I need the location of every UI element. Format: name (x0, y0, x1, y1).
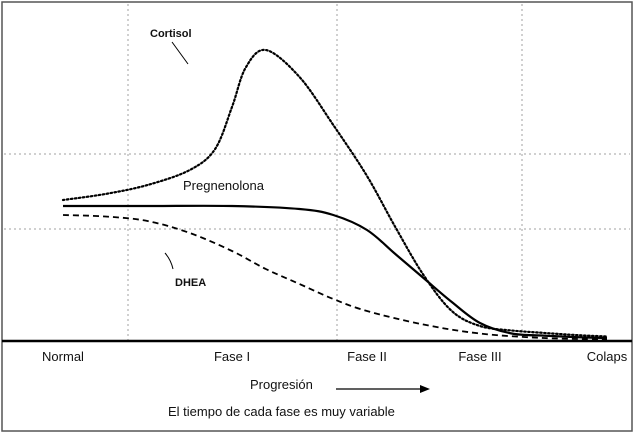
series-label-cortisol: Cortisol (150, 28, 192, 40)
series-line-cortisol (61, 48, 609, 338)
x-tick-labels: Normal Fase I Fase II Fase III Colaps (42, 349, 628, 364)
series-label-pregnenolona: Pregnenolona (183, 178, 265, 193)
dhea-leader-line (164, 252, 174, 270)
x-tick-label: Colaps (587, 349, 628, 364)
series-line-dhea (62, 214, 608, 341)
x-axis-title: Progresión (250, 377, 313, 392)
series-group (61, 48, 609, 341)
x-tick-label: Fase I (214, 349, 250, 364)
x-tick-label: Normal (42, 349, 84, 364)
x-tick-label: Fase III (458, 349, 501, 364)
cortisol-leader-line (171, 41, 189, 65)
x-tick-label: Fase II (347, 349, 387, 364)
chart-note: El tiempo de cada fase es muy variable (168, 404, 395, 419)
series-line-pregnenolona (63, 204, 608, 340)
series-label-dhea: DHEA (175, 277, 206, 289)
gridlines (4, 4, 630, 341)
x-axis-arrow-icon (420, 385, 430, 393)
